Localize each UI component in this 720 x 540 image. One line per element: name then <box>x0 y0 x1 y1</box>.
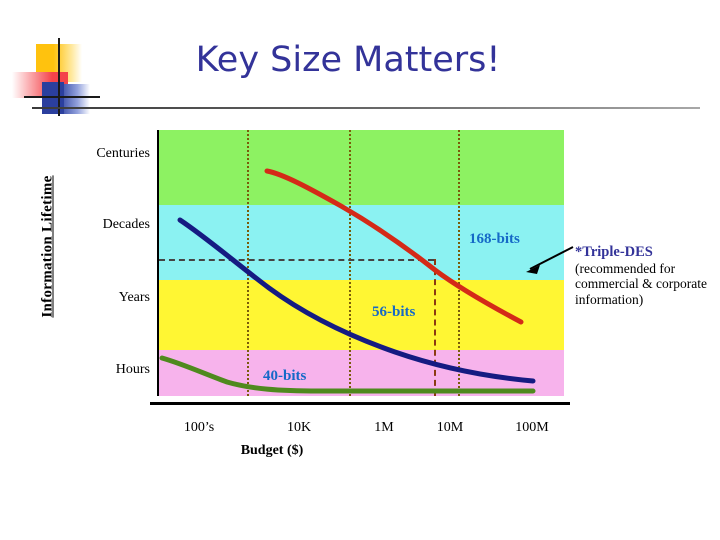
triple-des-heading: *Triple-DES <box>575 244 653 260</box>
series-label-168-bits: 168-bits <box>469 231 520 247</box>
band-hours <box>159 350 564 396</box>
reference-box-top <box>159 259 434 261</box>
logo-vertical-line <box>58 38 60 116</box>
x-label-10k: 10K <box>286 420 312 435</box>
curve-40-bits <box>159 355 536 394</box>
page-title: Key Size Matters! <box>195 40 501 80</box>
x-label-1m: 1M <box>374 420 394 435</box>
annotation-arrow-icon <box>526 246 574 274</box>
logo-horizontal-line <box>24 96 100 98</box>
reference-box-right <box>434 259 436 396</box>
gridline-10m <box>458 130 460 396</box>
x-axis-title: Budget ($) <box>0 443 720 459</box>
gridline-10k <box>247 130 249 396</box>
decorative-squares-logo <box>8 38 100 116</box>
x-label-100m: 100M <box>515 420 549 435</box>
y-label-centuries: Centuries <box>96 146 150 161</box>
plot-area: 168-bits 56-bits 40-bits <box>157 130 564 396</box>
title-divider <box>32 107 700 109</box>
y-label-years: Years <box>118 290 150 305</box>
triple-des-body: (recommended for commercial & corporate … <box>575 260 707 307</box>
y-axis-title: Information Lifetime <box>39 175 56 318</box>
series-label-40-bits: 40-bits <box>263 368 307 384</box>
y-axis-labels: Centuries Decades Years Hours <box>0 0 150 540</box>
curve-56-bits <box>177 217 536 384</box>
curve-layer <box>159 168 536 394</box>
series-label-56-bits: 56-bits <box>372 304 416 320</box>
x-axis-title-text: Budget ($) <box>240 443 304 458</box>
y-label-hours: Hours <box>115 362 150 377</box>
x-label-10m: 10M <box>436 420 464 435</box>
gridline-1m <box>349 130 351 396</box>
x-axis-line <box>150 402 570 405</box>
curve-168-bits <box>264 168 524 325</box>
x-label-100s: 100’s <box>183 420 215 435</box>
triple-des-annotation: *Triple-DES (recommended for commercial … <box>575 244 715 307</box>
y-label-decades: Decades <box>102 217 150 232</box>
band-centuries <box>159 130 564 205</box>
